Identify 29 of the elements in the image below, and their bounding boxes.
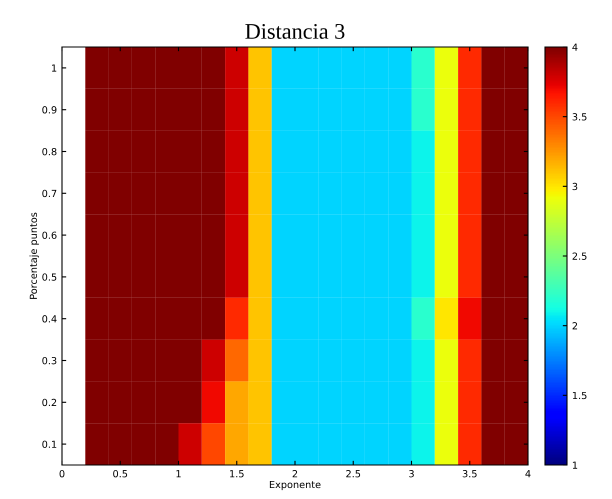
x-tick-label: 0.5 bbox=[113, 470, 128, 478]
chart-title: Distancia 3 bbox=[245, 24, 344, 39]
x-tick-label: 3 bbox=[409, 470, 414, 478]
y-tick-label: 0.7 bbox=[42, 190, 56, 198]
y-tick-label: 0.1 bbox=[42, 440, 56, 448]
x-tick-label: 3.5 bbox=[462, 470, 477, 478]
y-axis-title: Porcentaje puntos bbox=[29, 212, 39, 299]
y-tick-label: 0.5 bbox=[42, 273, 56, 281]
y-tick-label: 0.2 bbox=[42, 398, 56, 406]
color-bar-label: 3 bbox=[572, 182, 578, 190]
color-bar-label: 2 bbox=[572, 322, 578, 330]
y-tick-label: 0.8 bbox=[42, 148, 56, 156]
x-tick-label: 1 bbox=[176, 470, 181, 478]
y-tick-label: 0.9 bbox=[42, 106, 56, 114]
color-bar-label: 2.5 bbox=[572, 252, 586, 260]
color-bar-label: 1 bbox=[572, 462, 578, 469]
x-tick-label: 2 bbox=[292, 470, 298, 478]
y-tick-label: 0.6 bbox=[42, 232, 57, 239]
y-tick-label: 1 bbox=[52, 64, 56, 72]
y-tick-label: 0.3 bbox=[42, 356, 56, 364]
x-tick-label: 0 bbox=[60, 470, 64, 478]
x-tick-label: 4 bbox=[525, 470, 531, 478]
x-tick-label: 2.5 bbox=[346, 470, 360, 478]
color-bar-label: 3.5 bbox=[572, 113, 586, 120]
color-bar-label: 1.5 bbox=[572, 392, 586, 400]
color-bar-label: 4 bbox=[572, 44, 578, 51]
x-axis-title: Exponente bbox=[270, 480, 321, 490]
y-tick-label: 0.4 bbox=[42, 315, 57, 323]
x-tick-label: 1.5 bbox=[230, 470, 244, 478]
